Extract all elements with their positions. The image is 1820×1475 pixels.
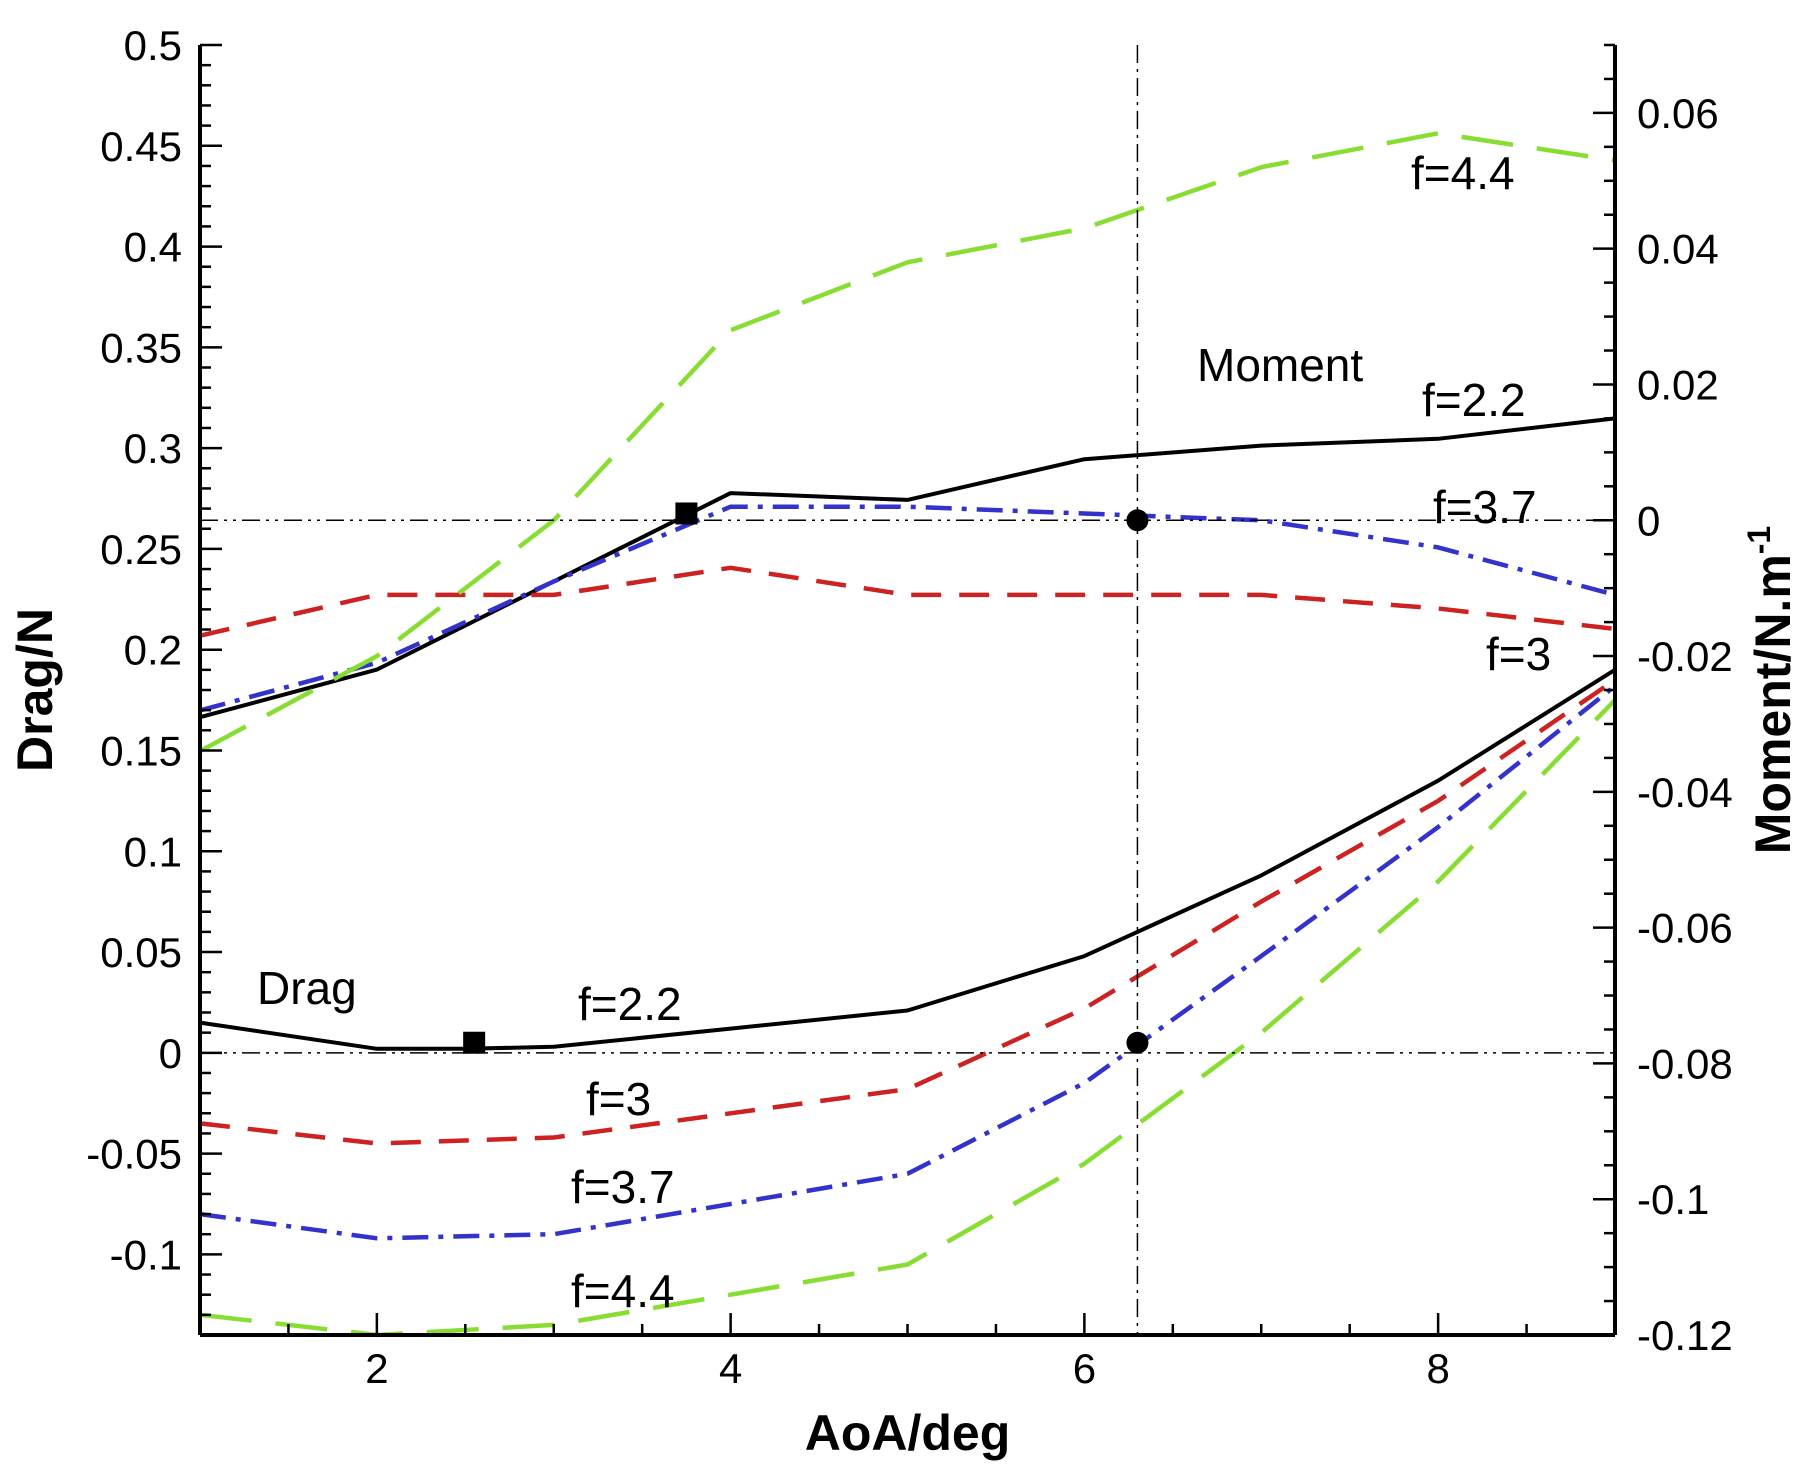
annotation-moment-f2.2: f=2.2 bbox=[1422, 374, 1526, 426]
marker-square-0 bbox=[463, 1031, 486, 1054]
annotation-drag-f3: f=3 bbox=[586, 1073, 651, 1125]
y-left-tick-label: 0.3 bbox=[124, 425, 182, 472]
y-right-tick-label: 0 bbox=[1637, 497, 1660, 544]
y-axis-right-title: Moment/N.m-1 bbox=[1741, 526, 1801, 854]
y-left-tick-label: -0.1 bbox=[110, 1231, 182, 1278]
series-layer bbox=[198, 131, 1617, 1338]
y-axis-left-title: Drag/N bbox=[7, 608, 63, 772]
annotation-drag: Drag bbox=[257, 962, 357, 1014]
series-line-drag-1 bbox=[199, 678, 1617, 1146]
x-tick-label: 4 bbox=[719, 1345, 742, 1392]
annotation-drag-f4.4: f=4.4 bbox=[571, 1265, 675, 1317]
y-right-tick-label: -0.1 bbox=[1637, 1176, 1709, 1223]
y-left-tick-label: 0.1 bbox=[124, 828, 182, 875]
annotation-drag-f2.2: f=2.2 bbox=[578, 978, 682, 1030]
y-right-tick-label: 0.04 bbox=[1637, 226, 1719, 273]
y-left-tick-label: 0.5 bbox=[124, 22, 182, 69]
y-left-tick-label: 0.2 bbox=[124, 627, 182, 674]
y-right-tick-label: 0.06 bbox=[1637, 90, 1719, 137]
series-line-drag-3 bbox=[199, 698, 1617, 1338]
y-left-tick-label: 0.4 bbox=[124, 224, 182, 271]
y-left-tick-label: 0.45 bbox=[100, 123, 182, 170]
y-left-tick-label: 0.05 bbox=[100, 929, 182, 976]
axes: 2 4 6 8 -0.1 -0.05 0 0.05 0.1 0.15 0.2 0.25 0.3 0.35 0… bbox=[86, 22, 1732, 1392]
annotation-moment-f4.4: f=4.4 bbox=[1411, 147, 1515, 199]
annotation-moment-f3: f=3 bbox=[1486, 628, 1551, 680]
annotations: Drag f=2.2 f=3 f=3.7 f=4.4 Moment f=2.2 … bbox=[257, 147, 1551, 1317]
annotation-moment: Moment bbox=[1197, 339, 1363, 391]
y-right-tick-label: 0.02 bbox=[1637, 361, 1719, 408]
series-line-drag-2 bbox=[199, 684, 1617, 1241]
y-left-tick-label: 0.35 bbox=[100, 324, 182, 371]
series-line-moment-4 bbox=[199, 416, 1616, 720]
y-axis-right-title-superscript: -1 bbox=[1741, 526, 1777, 554]
markers bbox=[463, 502, 1149, 1054]
y-right-tick-label: -0.12 bbox=[1637, 1312, 1733, 1359]
y-left-tick-label: 0.15 bbox=[100, 727, 182, 774]
y-axis-right-title-main: Moment/N.m bbox=[1745, 554, 1801, 854]
y-right-tick-label: -0.08 bbox=[1637, 1040, 1733, 1087]
series-line-drag-0 bbox=[199, 668, 1617, 1051]
y-left-tick-label: -0.05 bbox=[86, 1131, 182, 1178]
x-tick-label: 2 bbox=[365, 1345, 388, 1392]
series-line-moment-5 bbox=[199, 565, 1616, 638]
marker-square-1 bbox=[675, 502, 698, 525]
annotation-drag-f3.7: f=3.7 bbox=[571, 1161, 675, 1213]
y-left-tick-label: 0.25 bbox=[100, 526, 182, 573]
series-line-moment-6 bbox=[199, 504, 1616, 713]
x-tick-label: 8 bbox=[1426, 1345, 1449, 1392]
marker-circle-3 bbox=[1126, 509, 1149, 532]
marker-circle-2 bbox=[1126, 1031, 1149, 1054]
x-axis-title: AoA/deg bbox=[805, 1405, 1011, 1461]
y-right-tick-label: -0.02 bbox=[1637, 633, 1733, 680]
y-right-tick-label: -0.04 bbox=[1637, 769, 1733, 816]
y-right-tick-label: -0.06 bbox=[1637, 905, 1733, 952]
y-left-tick-label: 0 bbox=[159, 1030, 182, 1077]
series-line-moment-7 bbox=[198, 131, 1616, 754]
reference-lines bbox=[200, 45, 1615, 1335]
annotation-moment-f3.7: f=3.7 bbox=[1433, 481, 1537, 533]
x-tick-label: 6 bbox=[1073, 1345, 1096, 1392]
